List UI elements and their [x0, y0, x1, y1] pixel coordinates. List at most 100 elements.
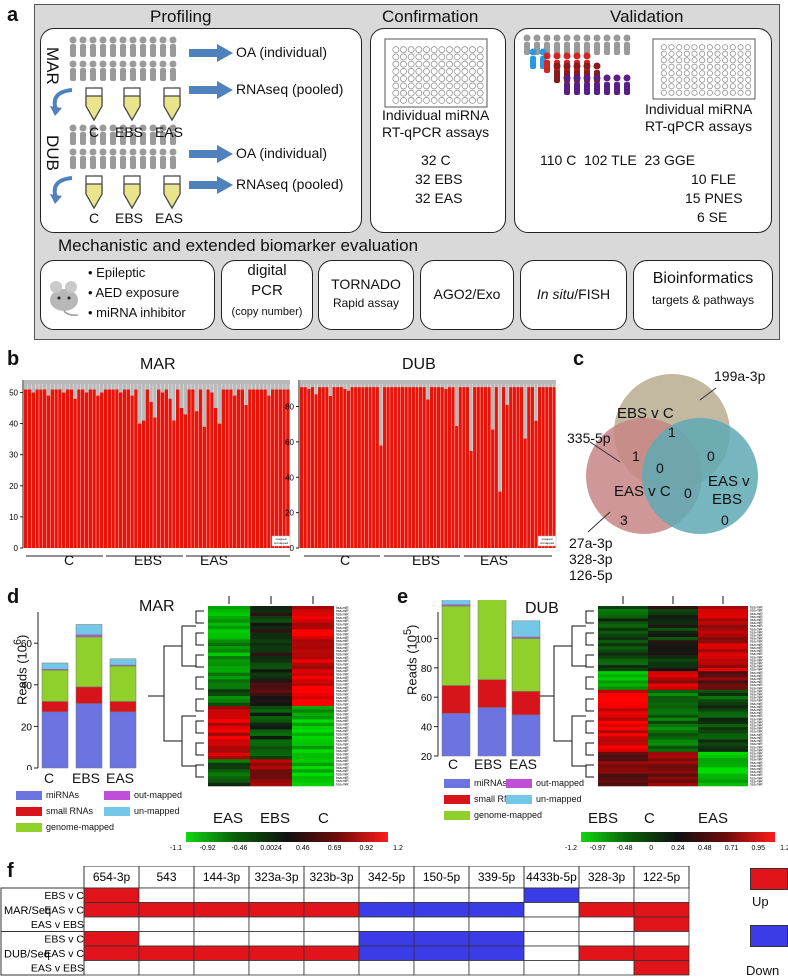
heatmap-cell — [292, 616, 334, 620]
heatmap-cell — [598, 689, 648, 694]
bar-mapped — [480, 387, 484, 548]
heatmap-cell — [250, 749, 292, 753]
heatmap-row-label: hsa-miR — [336, 633, 349, 637]
well — [714, 44, 721, 51]
well — [714, 50, 721, 57]
well — [699, 44, 706, 51]
bar-unmapped — [354, 383, 358, 388]
well — [461, 60, 469, 68]
well — [737, 50, 744, 57]
heatmap-cell — [698, 748, 748, 753]
bar-mapped — [31, 392, 35, 548]
bar-mapped — [310, 387, 315, 548]
well — [430, 82, 438, 90]
heatmap-cell — [598, 776, 648, 781]
y-tick-label: 20 — [285, 509, 294, 518]
heatmap-cell — [648, 751, 698, 756]
bar-unmapped — [31, 383, 35, 393]
well — [683, 76, 690, 83]
heatmap-cell — [598, 683, 648, 687]
heatmap-row-label: hsa-miR — [750, 683, 763, 687]
bar-segment — [511, 714, 541, 757]
heatmap-row-label: hsa-miR — [336, 669, 349, 673]
well — [737, 44, 744, 51]
heatmap-cell — [598, 643, 648, 647]
heatmap-cell — [698, 723, 748, 728]
dendrogram-top — [228, 596, 272, 604]
bar-mapped — [157, 389, 161, 548]
f-legend-up-label: Up — [752, 894, 769, 909]
bar-mapped — [462, 387, 466, 548]
heatmap-cell — [698, 745, 748, 750]
heatmap-cell — [648, 696, 698, 700]
heatmap-cell — [208, 606, 250, 610]
mechanistic-title: Mechanistic and extended biomarker evalu… — [58, 236, 419, 255]
heatmap-row-label: hsa-miR — [336, 656, 349, 660]
heatmap-cell — [598, 717, 648, 722]
well — [729, 76, 736, 83]
bar-unmapped — [465, 383, 470, 388]
heatmap-row-label: hsa-miR — [336, 683, 349, 687]
well — [423, 96, 430, 104]
heatmap-cell — [292, 659, 334, 663]
bar-unmapped — [54, 383, 58, 390]
heatmap-row-label: hsa-miR — [750, 705, 763, 709]
heatmap-cell — [648, 705, 698, 709]
heatmap-cell — [698, 733, 748, 737]
d-heat-col-1: EAS — [213, 810, 244, 827]
well — [461, 53, 469, 61]
bar-unmapped — [545, 383, 549, 388]
bar-segment — [41, 662, 69, 670]
bar-mapped — [111, 389, 115, 548]
well — [668, 70, 675, 77]
well — [430, 96, 438, 104]
d-colorscale-bar — [186, 832, 388, 842]
well — [446, 75, 453, 82]
well — [722, 63, 729, 70]
bar-mapped — [176, 389, 180, 548]
heatmap-cell — [208, 656, 250, 660]
well — [699, 50, 706, 57]
bar-unmapped — [195, 383, 199, 412]
bar-mapped — [512, 387, 516, 548]
well — [469, 68, 476, 75]
heatmap-row-label: hsa-miR — [750, 646, 763, 650]
heatmap-cell — [250, 752, 292, 757]
venn-annotation-199a: 199a-3p — [714, 368, 766, 384]
well — [668, 57, 675, 64]
colorscale-tick-label: 0.24 — [671, 845, 685, 852]
bar-mapped — [50, 389, 54, 548]
heatmap-cell — [250, 629, 292, 633]
heatmap-cell — [208, 616, 250, 620]
colorscale-tick-label: -1.2 — [564, 845, 578, 852]
heatmap-cell — [292, 682, 334, 687]
heatmap-cell — [208, 729, 250, 733]
heatmap-row-label: hsa-miR — [336, 753, 349, 757]
bar-mapped — [267, 395, 271, 548]
heatmap-cell — [698, 708, 748, 712]
bar-unmapped — [548, 383, 552, 388]
panel-label-f: f — [7, 860, 14, 882]
heatmap-cell — [598, 699, 648, 703]
heatmap-cell — [648, 637, 698, 641]
bar-mapped — [332, 387, 336, 548]
bar-unmapped — [35, 383, 39, 390]
heatmap-cell — [598, 686, 648, 691]
heatmap-cell — [648, 723, 698, 728]
bar-unmapped — [141, 383, 146, 421]
heatmap-cell — [648, 686, 698, 691]
well — [438, 96, 446, 104]
heatmap-row-label: hsa-miR — [750, 711, 763, 715]
well — [745, 76, 752, 83]
bar-segment — [441, 600, 471, 605]
f-cell — [578, 960, 635, 976]
heatmap-cell — [292, 619, 334, 623]
bar-mapped — [141, 420, 146, 548]
tube-label-c: C — [89, 124, 100, 140]
legend-label: unmapped — [540, 541, 555, 545]
heatmap-cell — [648, 714, 698, 719]
bar-unmapped — [437, 383, 441, 388]
f-cell — [248, 960, 305, 976]
bar-mapped — [498, 491, 502, 548]
heatmap-row-label: hsa-miR — [336, 623, 349, 627]
